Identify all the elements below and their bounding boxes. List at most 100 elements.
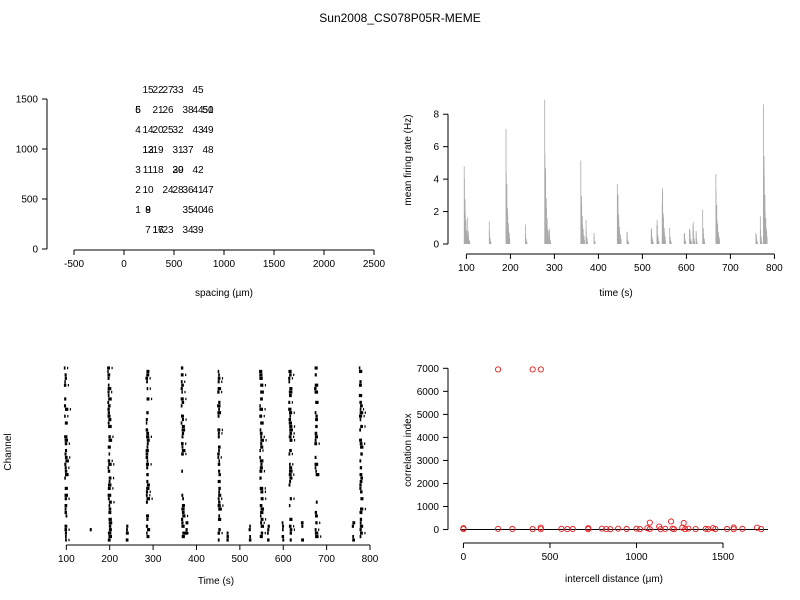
spike-mark [64, 455, 68, 460]
electrode-label: 42 [192, 165, 204, 176]
spike-mark [291, 377, 294, 380]
spike-mark [289, 438, 293, 442]
corr-point [670, 526, 678, 533]
spike-mark [64, 380, 66, 384]
spike-mark [315, 500, 318, 504]
spike-mark [108, 438, 113, 442]
spike-mark [263, 435, 265, 438]
spike-mark [107, 393, 110, 398]
spike-mark [107, 497, 110, 501]
electrode-label: 39 [192, 225, 204, 236]
spike-mark [186, 514, 189, 518]
spike-mark [107, 369, 109, 374]
firing-rate-panel: 100 200 300 400 500 600 700 800 time (s) 0 2 4 6 8 mea… [403, 99, 783, 299]
spike-mark [125, 538, 129, 542]
spike-mark [217, 431, 220, 435]
spike-mark [289, 528, 293, 532]
layout-x-tick-label: 2500 [363, 259, 386, 270]
spike-mark [249, 524, 251, 528]
electrode-label: 22 [152, 85, 164, 96]
spike-mark [107, 493, 112, 497]
electrode-label: 46 [202, 205, 214, 216]
electrode-label: 4 [135, 125, 141, 136]
spike-mark [181, 400, 185, 404]
spike-mark [180, 404, 183, 408]
spike-mark [289, 411, 293, 415]
spike-mark [315, 473, 320, 477]
spike-mark [359, 473, 363, 477]
spike-mark [314, 531, 319, 535]
spike-mark [145, 448, 149, 453]
spike-mark [360, 490, 363, 494]
electrode-label: 24 [162, 185, 174, 196]
spike-mark [288, 393, 292, 398]
spike-mark [314, 514, 318, 518]
spike-mark [146, 514, 150, 518]
raster-x-tick-label: 400 [188, 554, 205, 565]
spike-mark [181, 534, 185, 539]
electrode-label: 32 [172, 125, 184, 136]
spike-mark [265, 439, 267, 442]
spike-mark [314, 510, 317, 515]
spike-mark [64, 373, 67, 377]
spike-mark [359, 442, 363, 446]
layout-x-tick-label: 0 [121, 259, 127, 270]
spike-mark [218, 407, 220, 411]
electrode-label: 15 [142, 85, 154, 96]
spike-mark [107, 400, 110, 404]
spike-mark [107, 469, 111, 473]
corr-point [529, 526, 536, 533]
spike-mark [291, 452, 293, 456]
spike-mark [89, 528, 92, 532]
spike-mark [259, 466, 263, 470]
spike-mark [314, 462, 319, 466]
rate-x-tick-label: 500 [634, 263, 651, 274]
spike-mark [262, 449, 264, 452]
corr-point [558, 525, 565, 532]
spike-mark [288, 369, 292, 374]
spike-mark [107, 411, 110, 415]
corr-point [495, 366, 502, 373]
spike-mark [181, 524, 185, 528]
spike-mark [281, 534, 285, 539]
spike-mark [359, 510, 363, 515]
spike-mark [288, 390, 293, 394]
spike-mark [222, 504, 224, 507]
spike-mark [64, 397, 67, 401]
rate-y-tick-label: 4 [433, 175, 439, 186]
corr-point [495, 525, 502, 532]
spike-mark [259, 469, 263, 473]
spike-mark [64, 469, 68, 473]
corr-point [662, 525, 669, 532]
spike-mark [360, 452, 363, 456]
spike-mark [107, 421, 110, 425]
spike-mark [66, 366, 69, 370]
corr-y-tick-label: 0 [433, 525, 439, 536]
spike-mark [126, 524, 129, 528]
electrode-label: 33 [172, 85, 184, 96]
spike-mark [146, 479, 149, 484]
spike-mark [217, 445, 221, 449]
electrode-label: 8 [145, 205, 151, 216]
rate-x-tick-label: 600 [678, 263, 695, 274]
layout-y-tick-label: 500 [21, 195, 38, 206]
spike-mark [146, 387, 149, 391]
spike-mark [293, 435, 295, 438]
spike-mark [358, 383, 362, 387]
spike-mark [65, 538, 67, 542]
spike-mark [146, 373, 150, 377]
spike-mark [359, 428, 362, 432]
spike-mark [69, 456, 71, 459]
spike-mark [259, 369, 263, 374]
spike-mark [293, 432, 295, 435]
spike-mark [217, 497, 220, 501]
corr-point [754, 524, 761, 531]
spike-mark [263, 414, 265, 418]
spike-mark [226, 534, 229, 539]
spike-mark [145, 455, 149, 460]
spike-mark [146, 483, 150, 487]
spike-mark [221, 531, 223, 535]
spike-mark [288, 504, 291, 508]
spike-mark [359, 483, 362, 487]
corr-point [623, 525, 630, 533]
